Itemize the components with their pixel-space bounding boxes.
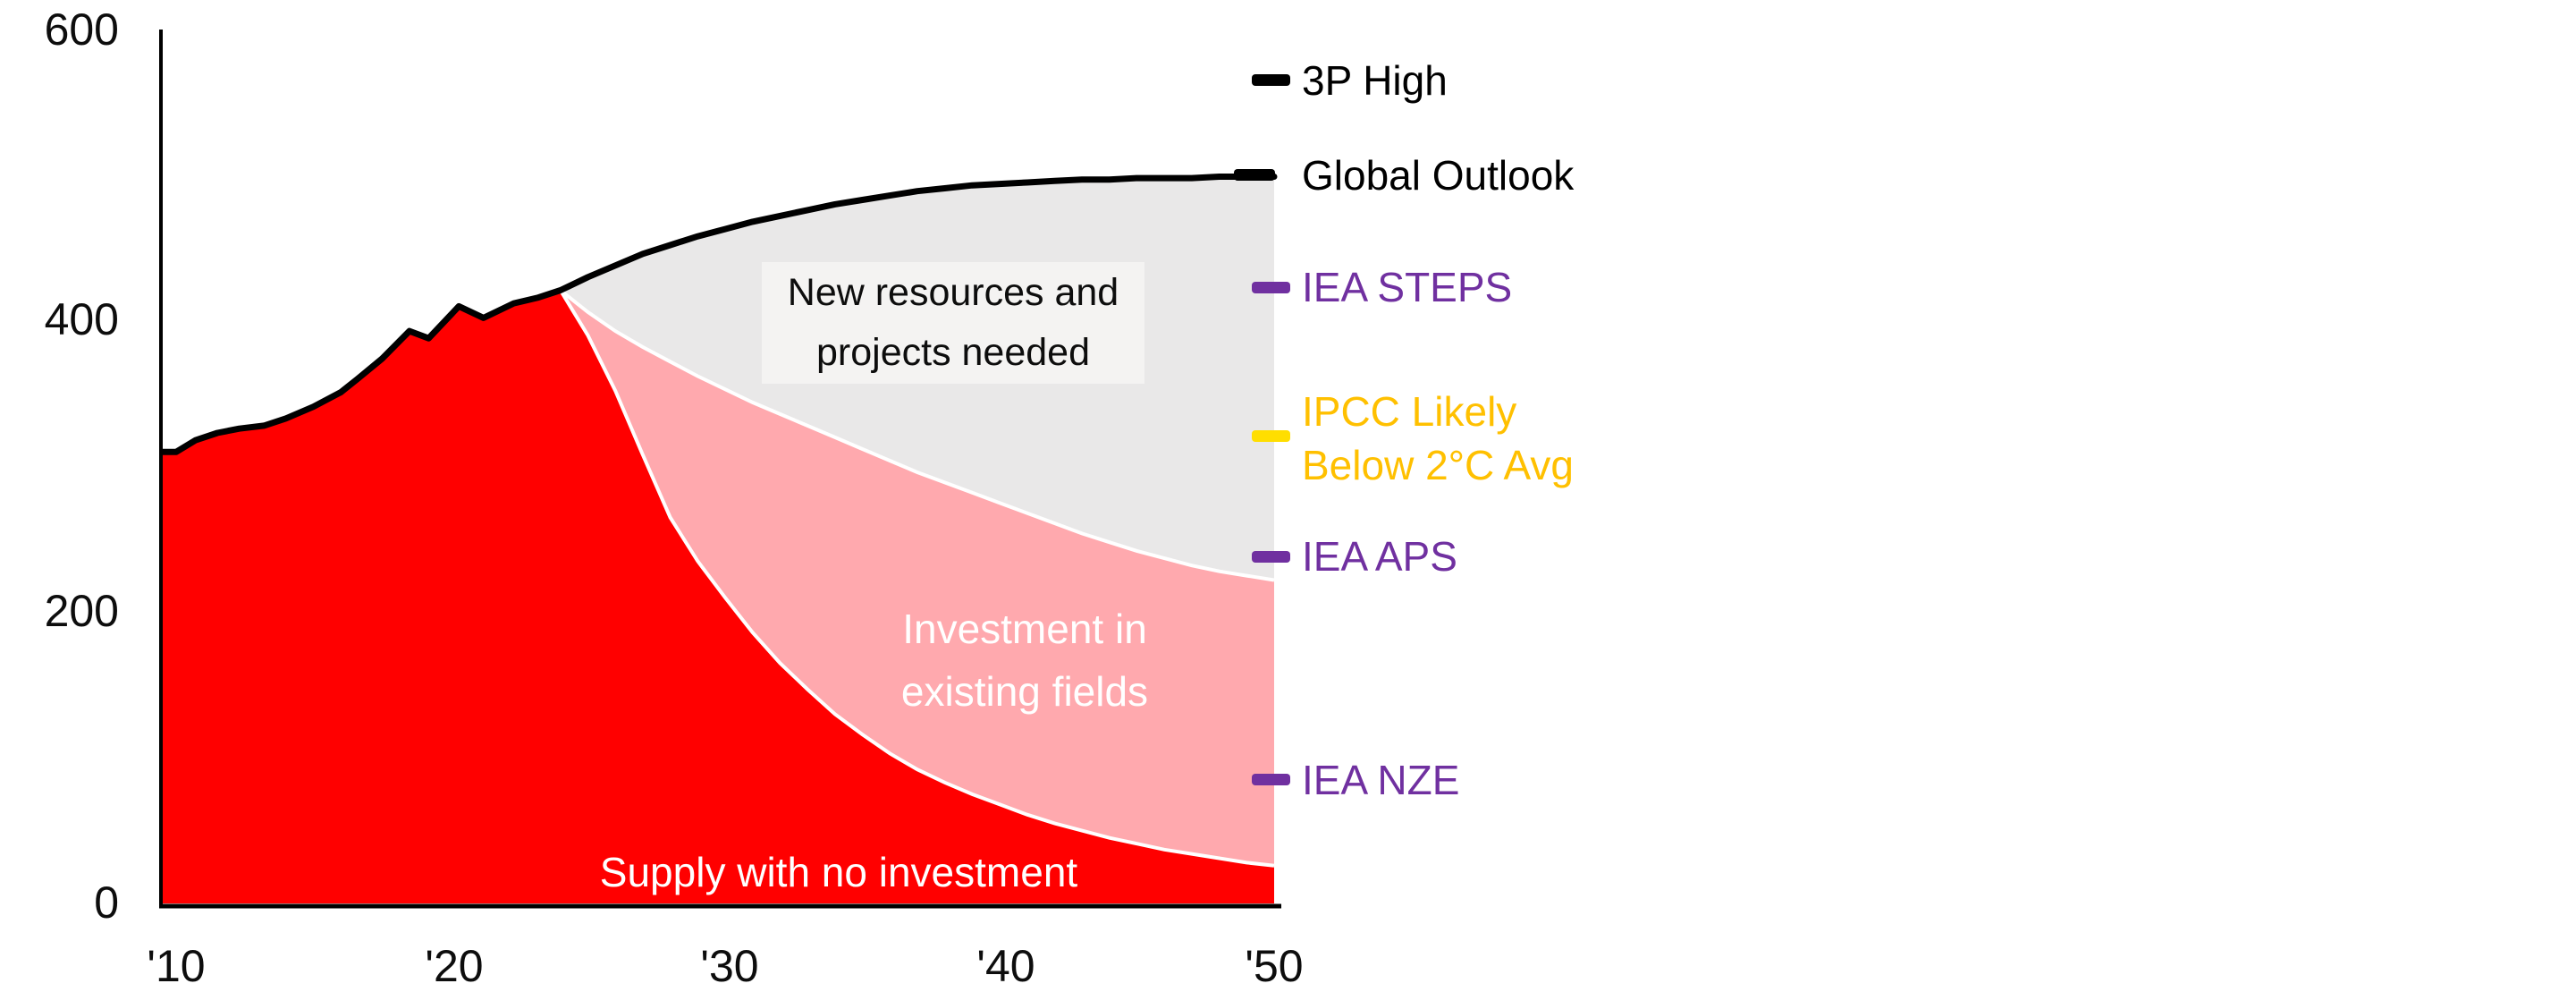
legend-label-3p-high: 3P High bbox=[1302, 57, 1448, 104]
label-supply-no-investment: Supply with no investment bbox=[599, 849, 1078, 895]
label-new-resources-needed: New resources and projects needed bbox=[762, 262, 1144, 384]
legend-label-ipcc-below-2c: IPCC Likely Below 2°C Avg bbox=[1302, 388, 1574, 488]
legend-dash-global-outlook bbox=[1234, 169, 1275, 181]
legend-dash-iea-aps bbox=[1252, 551, 1290, 563]
label-investment-existing-fields: Investment in existing fields bbox=[900, 606, 1149, 715]
legend-dash-iea-nze bbox=[1252, 774, 1290, 785]
y-tick-200: 200 bbox=[44, 586, 119, 636]
legend-dash-iea-steps bbox=[1252, 282, 1290, 293]
x-tick-2010: '10 bbox=[147, 941, 206, 991]
y-tick-600: 600 bbox=[44, 4, 119, 55]
legend-label-iea-aps: IEA APS bbox=[1302, 533, 1457, 580]
y-tick-400: 400 bbox=[44, 294, 119, 344]
x-tick-2030: '30 bbox=[700, 941, 759, 991]
x-tick-2040: '40 bbox=[976, 941, 1035, 991]
legend-label-global-outlook: Global Outlook bbox=[1302, 152, 1575, 199]
legend-dash-ipcc-below-2c bbox=[1252, 430, 1290, 442]
x-tick-2050: '50 bbox=[1245, 941, 1304, 991]
legend-label-iea-nze: IEA NZE bbox=[1302, 757, 1460, 803]
x-tick-2020: '20 bbox=[425, 941, 484, 991]
legend-label-iea-steps: IEA STEPS bbox=[1302, 264, 1513, 310]
y-tick-0: 0 bbox=[94, 878, 119, 928]
legend-dash-3p-high bbox=[1252, 74, 1290, 86]
